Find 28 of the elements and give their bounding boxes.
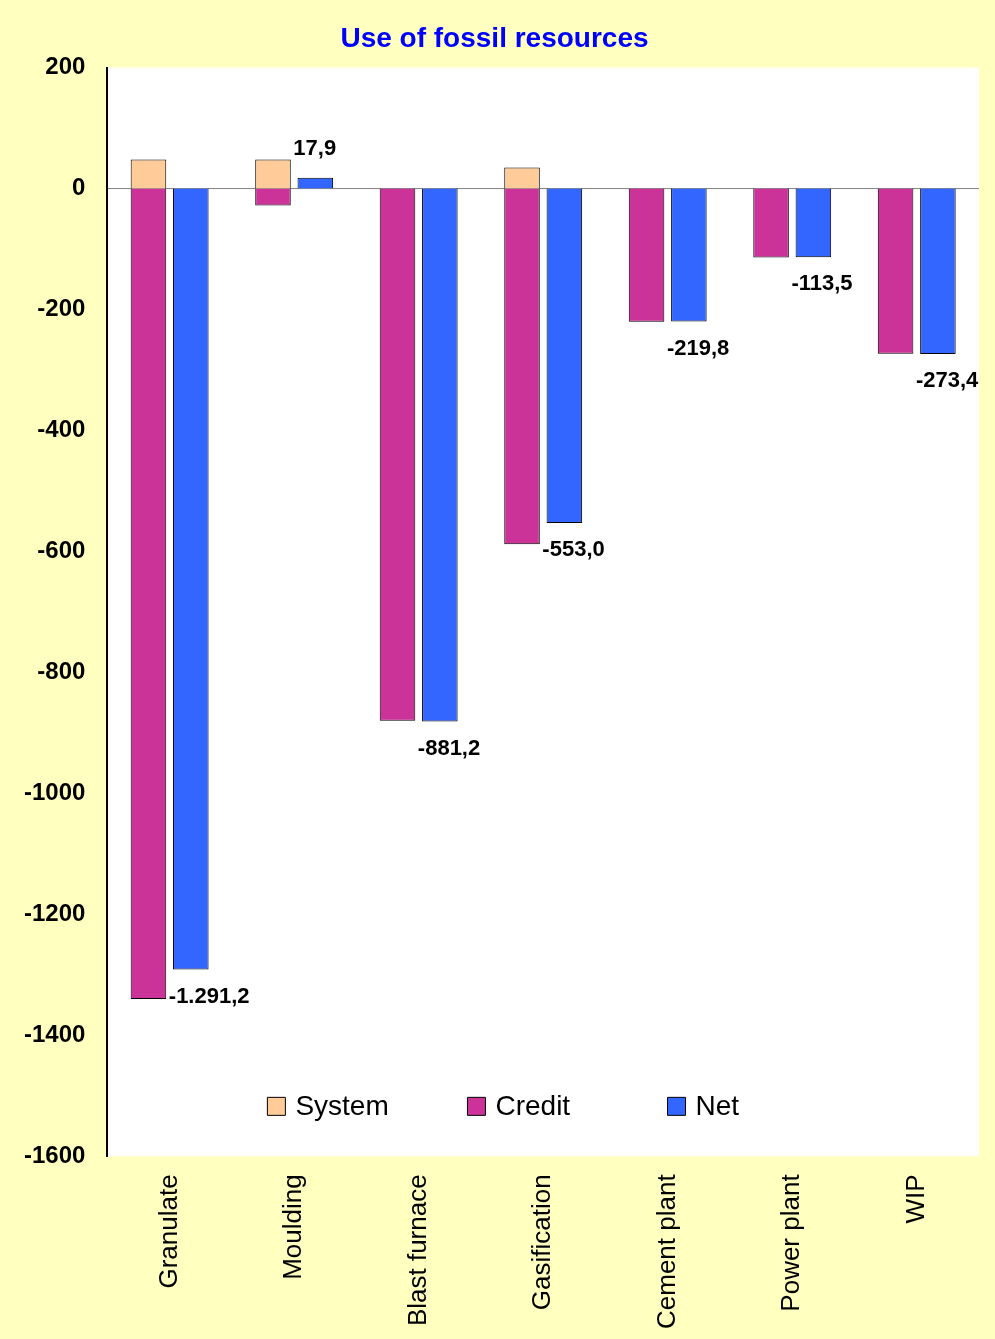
chart-title: Use of fossil resources [340, 21, 649, 53]
y-tick-label: 0 [72, 173, 86, 201]
data-label: -553,0 [542, 536, 605, 562]
data-label: 17,9 [293, 134, 337, 160]
y-tick-label: -200 [37, 294, 86, 322]
x-tick-label: Blast furnace [401, 1174, 432, 1327]
legend-label: Credit [495, 1090, 571, 1122]
y-tick-label: -800 [37, 657, 86, 685]
y-tick-label: 200 [45, 52, 86, 80]
x-tick-label: Power plant [775, 1173, 806, 1312]
x-tick-label: Cement plant [650, 1173, 681, 1330]
data-label: -273,4 [915, 367, 980, 393]
data-label: -1.291,2 [168, 982, 250, 1008]
x-tick-label: Gasification [526, 1174, 557, 1311]
data-label: -219,8 [666, 334, 730, 360]
y-tick-label: -1000 [23, 778, 86, 806]
x-tick-label: Moulding [277, 1174, 308, 1280]
data-label: -113,5 [791, 270, 853, 296]
legend-label: System [295, 1090, 389, 1122]
x-tick-label: Granulate [152, 1174, 183, 1289]
y-tick-label: -1200 [23, 899, 86, 927]
y-tick-label: -600 [37, 536, 86, 564]
y-tick-label: -1400 [23, 1020, 86, 1048]
legend-label: Net [695, 1090, 740, 1122]
data-label: -881,2 [417, 734, 481, 760]
x-tick-label: WIP [899, 1174, 930, 1224]
y-tick-label: -1600 [23, 1140, 86, 1168]
y-tick-label: -400 [37, 415, 86, 443]
